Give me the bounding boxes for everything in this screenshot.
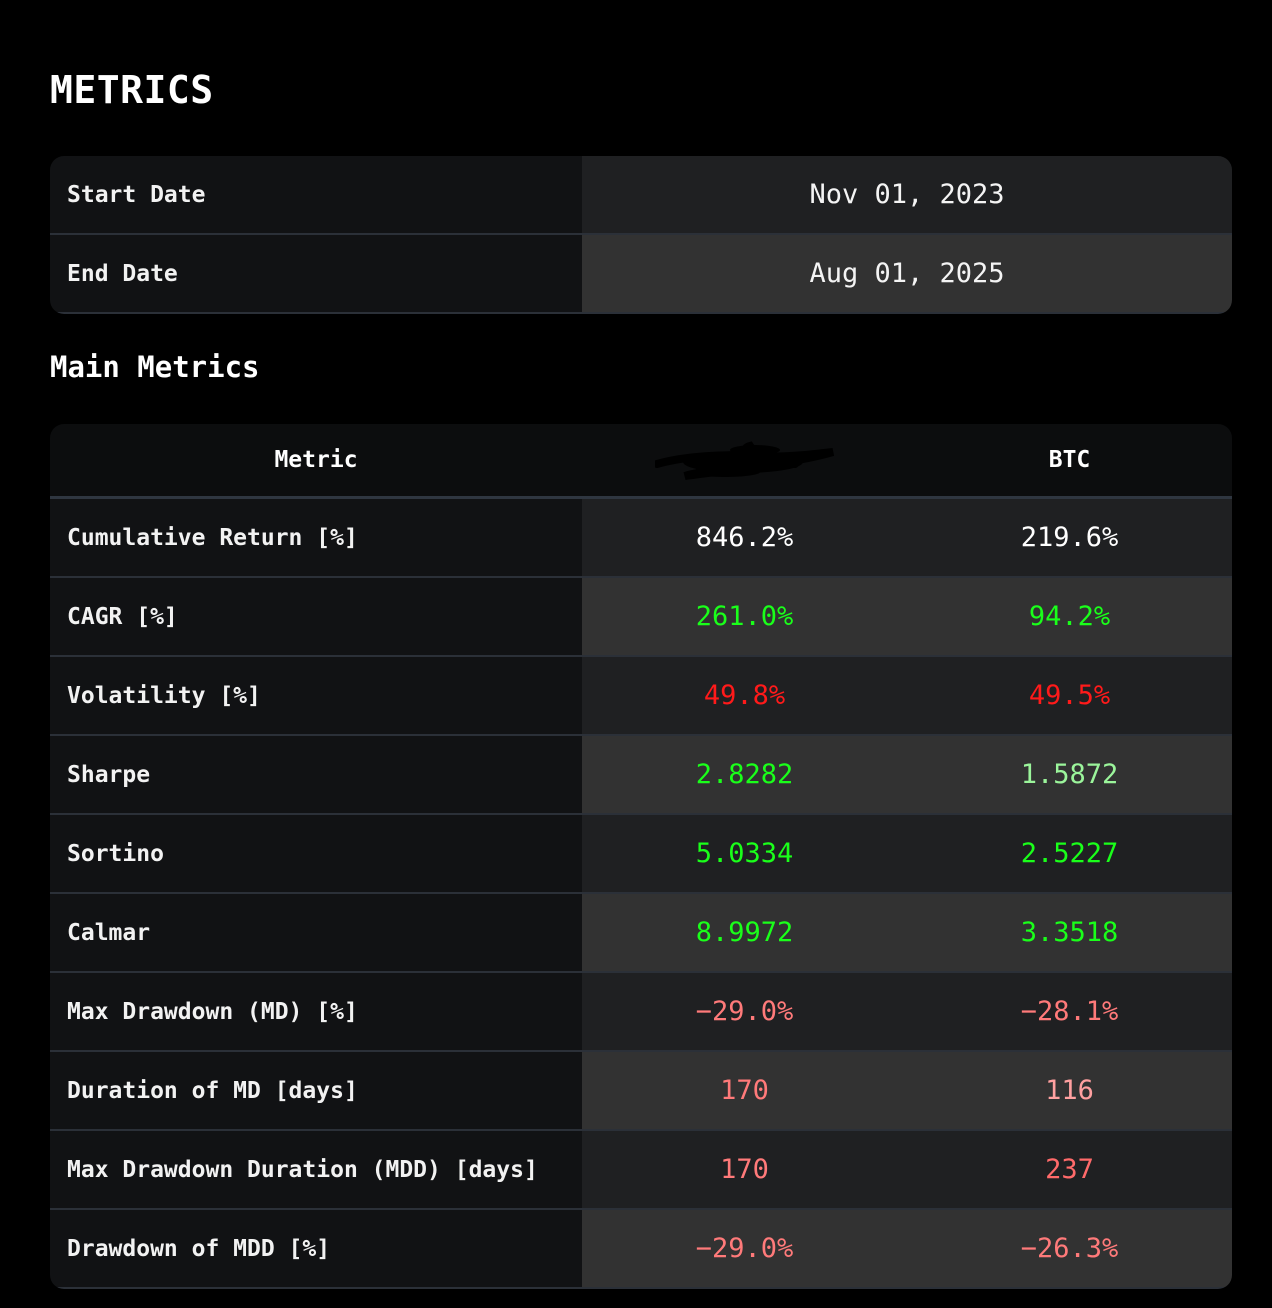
end-date-value: Aug 01, 2025 <box>582 235 1232 312</box>
btc-value: 237 <box>907 1131 1232 1208</box>
table-row: Volatility [%] 49.8% 49.5% <box>50 657 1232 736</box>
strategy-value: −29.0% <box>582 1210 907 1287</box>
table-row: Sharpe 2.8282 1.5872 <box>50 736 1232 815</box>
metric-label: Cumulative Return [%] <box>50 499 582 576</box>
table-header-row: Metric BTC <box>50 424 1232 499</box>
page-title: METRICS <box>50 68 214 112</box>
btc-value: 49.5% <box>907 657 1232 734</box>
table-row: Max Drawdown Duration (MDD) [days] 170 237 <box>50 1131 1232 1210</box>
strategy-value: 8.9972 <box>582 894 907 971</box>
btc-value: 219.6% <box>907 499 1232 576</box>
btc-value: 2.5227 <box>907 815 1232 892</box>
strategy-value: 261.0% <box>582 578 907 655</box>
btc-value: −28.1% <box>907 973 1232 1050</box>
table-row: Max Drawdown (MD) [%] −29.0% −28.1% <box>50 973 1232 1052</box>
metric-label: Max Drawdown Duration (MDD) [days] <box>50 1131 582 1208</box>
table-row: Calmar 8.9972 3.3518 <box>50 894 1232 973</box>
start-date-label: Start Date <box>50 156 582 233</box>
metric-label: Sortino <box>50 815 582 892</box>
date-range-table: Start Date Nov 01, 2023 End Date Aug 01,… <box>50 156 1232 314</box>
start-date-value: Nov 01, 2023 <box>582 156 1232 233</box>
strategy-value: 170 <box>582 1131 907 1208</box>
metric-label: Duration of MD [days] <box>50 1052 582 1129</box>
strategy-value: 2.8282 <box>582 736 907 813</box>
btc-value: 116 <box>907 1052 1232 1129</box>
strategy-value: 49.8% <box>582 657 907 734</box>
metric-label: Sharpe <box>50 736 582 813</box>
table-row: Sortino 5.0334 2.5227 <box>50 815 1232 894</box>
table-row: Duration of MD [days] 170 116 <box>50 1052 1232 1131</box>
btc-value: 1.5872 <box>907 736 1232 813</box>
table-row: CAGR [%] 261.0% 94.2% <box>50 578 1232 657</box>
header-btc: BTC <box>1048 447 1091 473</box>
header-strategy-redacted <box>582 424 907 496</box>
btc-value: 94.2% <box>907 578 1232 655</box>
metric-rows: Cumulative Return [%] 846.2% 219.6% CAGR [%… <box>50 499 1232 1289</box>
section-title-main-metrics: Main Metrics <box>50 350 260 384</box>
main-metrics-table: Metric BTC Cumulative Return [%] 846.2% 21… <box>50 424 1232 1289</box>
metric-label: CAGR [%] <box>50 578 582 655</box>
table-row: Cumulative Return [%] 846.2% 219.6% <box>50 499 1232 578</box>
strategy-value: −29.0% <box>582 973 907 1050</box>
end-date-row: End Date Aug 01, 2025 <box>50 235 1232 314</box>
metric-label: Calmar <box>50 894 582 971</box>
metric-label: Drawdown of MDD [%] <box>50 1210 582 1287</box>
table-row: Drawdown of MDD [%] −29.0% −26.3% <box>50 1210 1232 1289</box>
end-date-label: End Date <box>50 235 582 312</box>
btc-value: 3.3518 <box>907 894 1232 971</box>
strategy-value: 5.0334 <box>582 815 907 892</box>
strategy-value: 846.2% <box>582 499 907 576</box>
metric-label: Volatility [%] <box>50 657 582 734</box>
start-date-row: Start Date Nov 01, 2023 <box>50 156 1232 235</box>
btc-value: −26.3% <box>907 1210 1232 1287</box>
strategy-value: 170 <box>582 1052 907 1129</box>
metric-label: Max Drawdown (MD) [%] <box>50 973 582 1050</box>
redaction-scribble <box>654 441 834 480</box>
header-metric: Metric <box>274 447 358 473</box>
